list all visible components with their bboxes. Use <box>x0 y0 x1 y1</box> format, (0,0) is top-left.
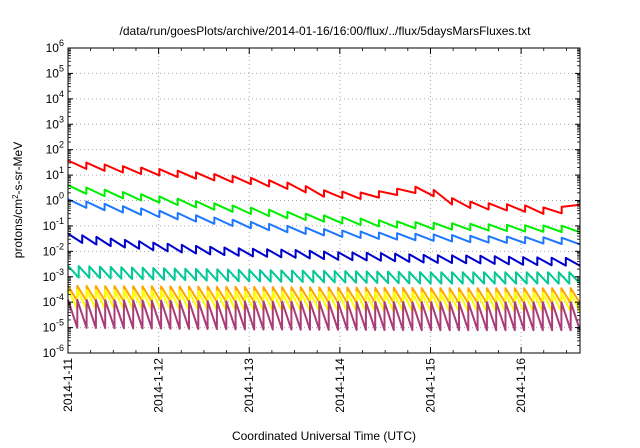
y-tick-label-exponent: -1 <box>56 216 64 226</box>
series-line-1 <box>67 159 581 215</box>
x-tick-label: 2014-1-14 <box>333 358 347 413</box>
y-tick-label-exponent: -3 <box>56 267 64 277</box>
series-line-5 <box>67 265 581 285</box>
y-tick-label: 10-3 <box>43 267 64 284</box>
y-axis-label-sup: 2 <box>11 194 20 199</box>
y-tick-label: 10-6 <box>43 343 64 360</box>
chart-title: /data/run/goesPlots/archive/2014-01-16/1… <box>120 24 532 38</box>
y-tick-label-base: 10 <box>46 143 60 157</box>
x-tick-label: 2014-1-11 <box>61 358 75 412</box>
y-tick-label-exponent: 6 <box>59 38 64 48</box>
series-line-8 <box>67 298 581 332</box>
y-tick-label-base: 10 <box>46 117 60 131</box>
y-tick-label: 10-5 <box>43 318 64 335</box>
y-tick-label: 103 <box>46 114 64 131</box>
series-line-7 <box>67 288 581 313</box>
data-series <box>67 159 581 332</box>
y-tick-label-base: 10 <box>43 321 57 335</box>
x-tick-label: 2014-1-16 <box>514 358 528 413</box>
y-tick-label-exponent: 5 <box>59 63 64 73</box>
y-tick-label-exponent: 0 <box>59 191 64 201</box>
y-tick-label-exponent: 1 <box>59 165 64 175</box>
y-tick-label-exponent: -5 <box>56 318 64 328</box>
y-tick-label-base: 10 <box>43 295 57 309</box>
y-tick-label-exponent: -2 <box>56 241 64 251</box>
y-tick-label-base: 10 <box>43 244 57 258</box>
y-tick-label: 101 <box>46 165 64 182</box>
series-line-2 <box>67 184 581 234</box>
y-tick-label: 106 <box>46 38 64 55</box>
y-tick-label-exponent: -6 <box>56 343 64 353</box>
x-axis-label: Coordinated Universal Time (UTC) <box>232 429 416 443</box>
y-tick-label-exponent: 4 <box>59 89 64 99</box>
y-tick-label-base: 10 <box>43 219 57 233</box>
y-tick-label: 10-2 <box>43 241 64 258</box>
y-tick-label-exponent: 3 <box>59 114 64 124</box>
y-tick-label: 10-4 <box>43 292 64 309</box>
y-tick-label-base: 10 <box>46 41 60 55</box>
x-axis-ticks: 2014-1-11 2014-1-12 2014-1-13 2014-1-14 2014… <box>61 48 567 413</box>
y-tick-label-base: 10 <box>46 92 60 106</box>
y-tick-label-base: 10 <box>43 346 57 360</box>
y-axis-label-prefix: protons/cm <box>11 199 25 258</box>
y-tick-label-base: 10 <box>46 168 60 182</box>
y-tick-label: 105 <box>46 63 64 80</box>
y-axis-ticks: 10-610-510-410-310-210-11001011021031041… <box>43 38 580 360</box>
y-tick-label-exponent: 2 <box>59 140 64 150</box>
y-tick-label: 10-1 <box>43 216 64 233</box>
x-tick-label: 2014-1-12 <box>152 358 166 413</box>
y-axis-label: protons/cm2-s-sr-MeV <box>11 142 26 258</box>
y-tick-label-base: 10 <box>46 66 60 80</box>
series-line-3 <box>67 198 581 246</box>
y-tick-label: 104 <box>46 89 64 106</box>
y-tick-label: 100 <box>46 191 64 208</box>
series-line-4 <box>67 232 581 267</box>
x-tick-label: 2014-1-13 <box>242 358 256 413</box>
y-tick-label: 102 <box>46 140 64 157</box>
y-tick-label-exponent: -4 <box>56 292 64 302</box>
y-tick-label-base: 10 <box>43 270 57 284</box>
y-tick-label-base: 10 <box>46 194 60 208</box>
x-tick-label: 2014-1-15 <box>423 358 437 413</box>
series-line-6 <box>67 284 581 305</box>
y-axis-label-suffix: -s-sr-MeV <box>11 142 25 195</box>
